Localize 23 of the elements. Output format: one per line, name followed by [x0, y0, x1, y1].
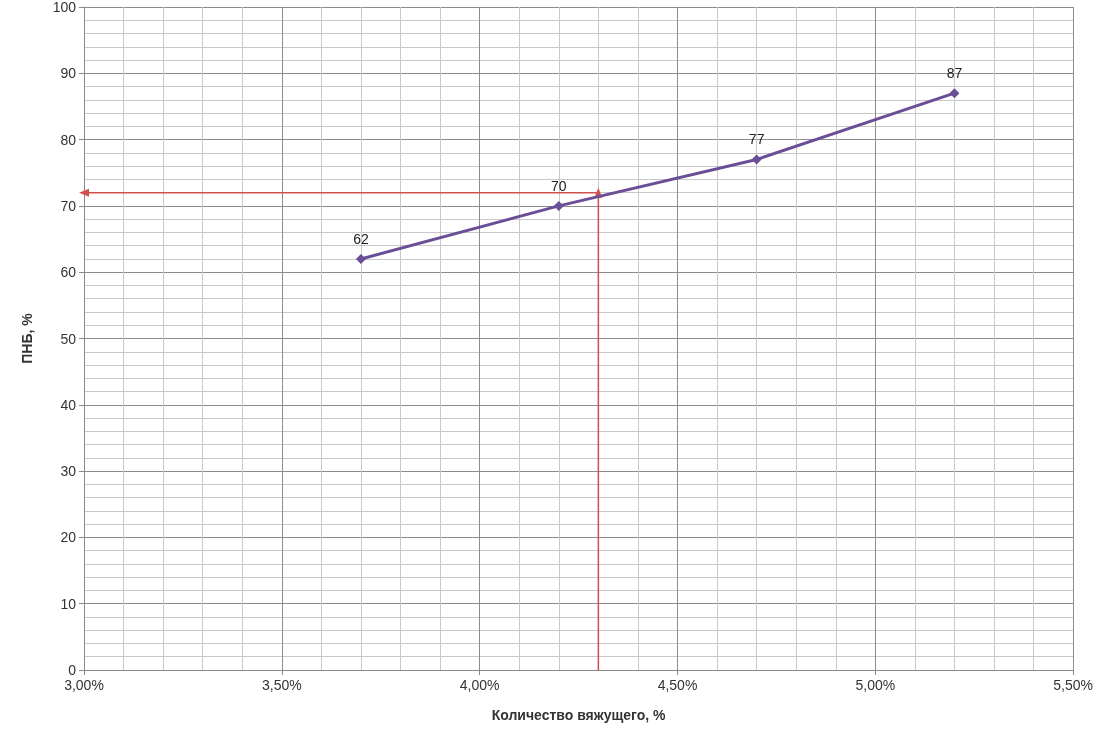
- x-tick-label: 3,50%: [261, 677, 302, 693]
- x-axis-title: Количество вяжущего, %: [491, 707, 667, 723]
- x-tick-label: 4,00%: [459, 677, 500, 693]
- x-tick-label: 3,00%: [64, 677, 104, 693]
- y-tick-label: 10: [60, 595, 77, 612]
- y-tick-label: 80: [60, 131, 77, 148]
- y-axis-title: ПНБ, %: [19, 312, 35, 364]
- data-label: 70: [551, 177, 567, 194]
- x-tick-label: 5,50%: [1053, 677, 1093, 693]
- y-tick-label: 70: [60, 197, 77, 214]
- y-tick-label: 100: [52, 0, 77, 15]
- y-tick-label: 90: [60, 65, 77, 82]
- y-tick-label: 50: [60, 330, 77, 347]
- x-tick-label: 5,00%: [855, 677, 896, 693]
- x-tick-label: 4,50%: [657, 677, 698, 693]
- y-tick-label: 60: [60, 264, 77, 281]
- y-tick-label: 20: [60, 529, 77, 546]
- data-label: 62: [353, 230, 369, 247]
- y-tick-label: 40: [60, 396, 77, 413]
- data-label: 77: [748, 131, 765, 148]
- y-tick-label: 0: [68, 662, 77, 678]
- y-tick-label: 30: [60, 463, 77, 480]
- data-label: 87: [946, 65, 963, 82]
